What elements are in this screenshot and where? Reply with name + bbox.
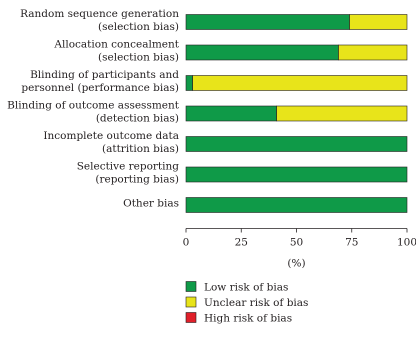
- bar-segment: [349, 14, 408, 30]
- x-tick-label: 100: [397, 237, 416, 249]
- category-label: Other bias: [123, 198, 179, 210]
- legend: Low risk of bias Unclear risk of bias High…: [185, 281, 308, 325]
- bar-segment: [192, 75, 408, 91]
- bar-segment: [276, 105, 408, 122]
- category-label-line: Blinding of outcome assessment: [7, 100, 180, 112]
- x-tick-label: 50: [290, 237, 303, 249]
- bar-segment: [185, 44, 339, 61]
- category-label-line: Other bias: [123, 198, 179, 210]
- category-label: Blinding of participants and personnel (p…: [21, 69, 179, 94]
- legend-swatch: [185, 281, 197, 292]
- bar-segment: [185, 197, 408, 213]
- legend-swatch: [185, 296, 197, 308]
- category-label-line: (selection bias): [98, 52, 179, 64]
- category-label: Selective reporting (reporting bias): [77, 161, 180, 186]
- category-label-line: (reporting bias): [95, 174, 179, 186]
- x-axis: 0 25 50 75 100: [183, 228, 416, 249]
- category-labels: Random sequence generation (selection bia…: [7, 8, 180, 210]
- bar-segment: [185, 75, 193, 91]
- category-label-line: (detection bias): [96, 113, 179, 125]
- bar-segment: [185, 136, 408, 152]
- legend-label: Low risk of bias: [204, 282, 288, 294]
- bar-segment: [185, 14, 350, 30]
- category-label-line: (selection bias): [98, 21, 179, 33]
- bar-segment: [185, 105, 277, 122]
- legend-label: Unclear risk of bias: [204, 297, 308, 309]
- bars-group: [185, 14, 408, 213]
- category-label: Incomplete outcome data (attrition bias): [43, 130, 179, 155]
- category-label: Allocation concealment (selection bias): [53, 39, 179, 64]
- category-label: Random sequence generation (selection bia…: [20, 8, 179, 33]
- x-tick-label: 25: [235, 237, 248, 249]
- category-label: Blinding of outcome assessment (detection…: [7, 100, 180, 125]
- legend-swatch: [185, 312, 197, 323]
- bar-segment: [185, 166, 408, 183]
- x-axis-title: (%): [287, 258, 305, 270]
- category-label-line: Incomplete outcome data: [43, 130, 179, 142]
- category-label-line: (attrition bias): [102, 143, 179, 155]
- legend-label: High risk of bias: [204, 313, 292, 325]
- category-label-line: Allocation concealment: [53, 39, 179, 51]
- x-tick-label: 0: [183, 237, 190, 249]
- category-label-line: Random sequence generation: [20, 8, 179, 20]
- x-tick-label: 75: [345, 237, 358, 249]
- category-label-line: Blinding of participants and: [30, 69, 179, 81]
- category-label-line: personnel (performance bias): [21, 82, 179, 94]
- category-label-line: Selective reporting: [77, 161, 180, 173]
- bar-segment: [338, 44, 408, 61]
